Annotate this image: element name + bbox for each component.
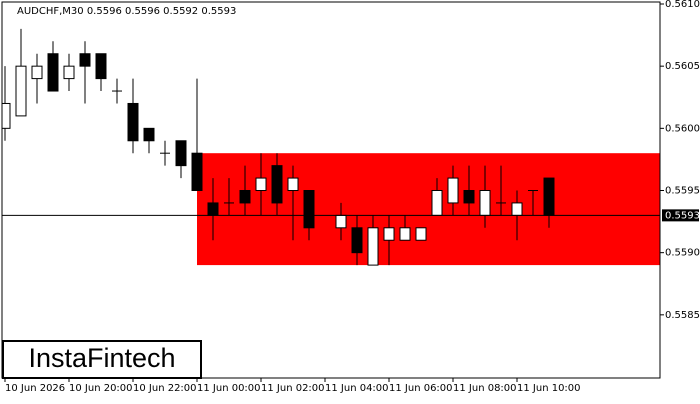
candle-body [63,65,75,80]
candle-body [479,190,491,216]
candle-body [2,102,11,129]
chart-title: AUDCHF,M30 0.5596 0.5596 0.5592 0.5593 [17,6,236,17]
candle-body [351,227,363,254]
x-tick-label: 11 Jun 06:00 [389,383,453,394]
plot-area [2,28,660,266]
candle-body [511,202,523,216]
y-tick-label: 0.5595 [665,186,700,197]
candle-body [207,202,219,216]
x-tick-label: 11 Jun 02:00 [261,383,325,394]
y-tick-label: 0.5610 [665,0,700,10]
x-tick-label: 10 Jun 20:00 [69,383,133,394]
candle-body [271,165,283,204]
candle-body [415,227,427,241]
candle-body [399,227,411,241]
candle-body [95,53,107,80]
x-tick-label: 10 Jun 22:00 [133,383,197,394]
candle-body [47,53,59,92]
candle-body [335,214,347,229]
candle-body [191,152,203,191]
candle-body [287,177,299,191]
current-price-label: 0.5593 [665,210,700,221]
candle-body [447,177,459,204]
candle-body [255,177,267,191]
candle-body [239,190,251,204]
x-tick-label: 11 Jun 04:00 [325,383,389,394]
y-tick-label: 0.5605 [665,61,700,72]
candle-body [383,227,395,241]
candle-body [31,65,43,80]
current-price-box [662,209,699,222]
x-tick-label: 11 Jun 10:00 [517,383,581,394]
candle-body [127,102,139,142]
candle-body [15,65,27,117]
candle-body [431,190,443,216]
candle-body [143,127,155,142]
candle-body [303,190,315,229]
y-tick-label: 0.5585 [665,310,700,321]
y-tick-label: 0.5600 [665,123,700,134]
candle-body [367,227,379,266]
logo: InstaFintech [28,343,175,373]
x-tick-label: 11 Jun 08:00 [453,383,517,394]
x-tick-label: 10 Jun 2026 [5,383,65,394]
candle-body [79,53,91,67]
candle-body [463,190,475,204]
zone [197,153,660,266]
x-tick-label: 11 Jun 00:00 [197,383,261,394]
logo-box [2,340,202,379]
candle-body [543,177,555,216]
y-tick-label: 0.5590 [665,248,700,259]
candle-body [175,140,187,167]
